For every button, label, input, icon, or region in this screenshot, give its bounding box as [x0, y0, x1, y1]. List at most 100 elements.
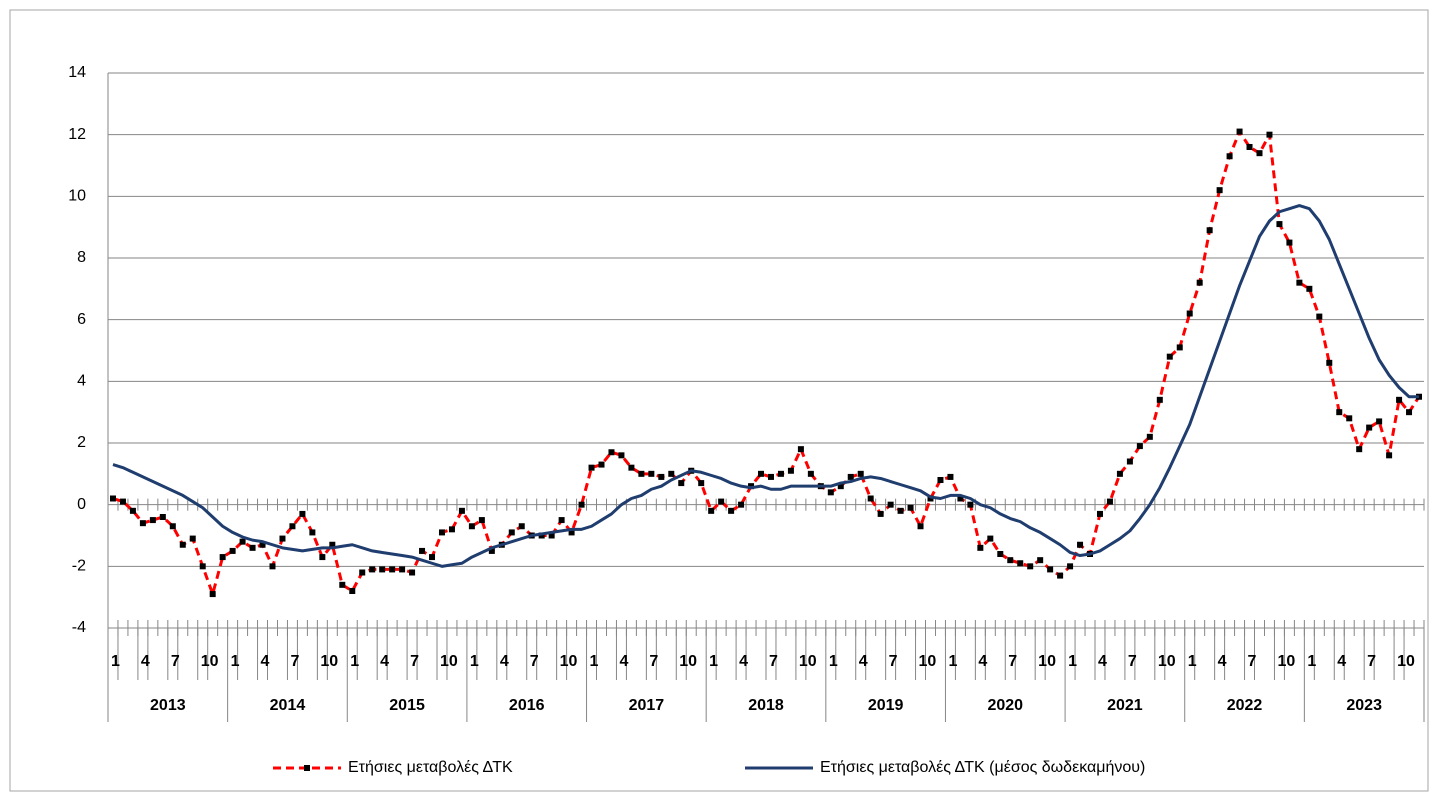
x-tick-label: 4 — [1098, 653, 1107, 670]
data-point — [209, 591, 216, 598]
data-point — [1156, 396, 1163, 403]
data-point — [797, 446, 804, 453]
data-point — [149, 517, 156, 524]
x-tick-label: 7 — [171, 653, 180, 670]
x-tick-label: 4 — [141, 653, 150, 670]
data-point — [1057, 572, 1064, 579]
x-tick-label: 10 — [320, 653, 338, 670]
data-point — [698, 480, 705, 487]
data-point — [1106, 498, 1113, 505]
data-point — [468, 523, 475, 530]
data-point — [897, 507, 904, 514]
data-point — [1037, 557, 1044, 564]
data-point — [199, 563, 206, 570]
data-point — [777, 470, 784, 477]
data-point — [1116, 470, 1123, 477]
data-point — [1027, 563, 1034, 570]
year-label: 2019 — [868, 697, 904, 714]
data-point — [458, 507, 465, 514]
data-point — [339, 581, 346, 588]
data-point — [1316, 313, 1323, 320]
x-tick-label: 7 — [410, 653, 419, 670]
data-point — [1196, 279, 1203, 286]
data-point — [548, 532, 555, 539]
data-point — [369, 566, 376, 573]
x-tick-label: 7 — [649, 653, 658, 670]
x-tick-label: 7 — [530, 653, 539, 670]
data-point — [1406, 409, 1413, 416]
x-tick-label: 1 — [590, 653, 599, 670]
y-tick-label: 12 — [68, 126, 86, 143]
x-tick-label: 4 — [380, 653, 389, 670]
x-tick-label: 7 — [1248, 653, 1257, 670]
data-point — [329, 541, 336, 548]
data-point — [588, 464, 595, 471]
data-point — [359, 569, 366, 576]
chart-border — [9, 9, 1429, 792]
data-point — [927, 495, 934, 502]
data-point — [947, 473, 954, 480]
x-tick-label: 4 — [1218, 653, 1227, 670]
data-point — [758, 470, 765, 477]
data-point — [409, 569, 416, 576]
x-tick-label: 4 — [500, 653, 509, 670]
data-point — [419, 547, 426, 554]
data-point — [807, 470, 814, 477]
y-tick-label: 2 — [77, 434, 86, 451]
data-point — [568, 529, 575, 536]
x-tick-label: 7 — [1367, 653, 1376, 670]
data-point — [399, 566, 406, 573]
year-label: 2022 — [1227, 697, 1263, 714]
year-label: 2015 — [389, 697, 425, 714]
x-tick-label: 7 — [290, 653, 299, 670]
data-point — [429, 554, 436, 561]
data-point — [957, 495, 964, 502]
x-tick-label: 1 — [111, 653, 120, 670]
y-tick-label: 4 — [77, 373, 86, 390]
y-tick-label: -4 — [72, 619, 86, 636]
x-tick-label: 10 — [1277, 653, 1295, 670]
data-point — [1386, 452, 1393, 459]
data-point — [1077, 541, 1084, 548]
data-point — [508, 529, 515, 536]
data-point — [1296, 279, 1303, 286]
data-point — [728, 507, 735, 514]
data-point — [1346, 415, 1353, 422]
data-point — [249, 544, 256, 551]
data-point — [987, 535, 994, 542]
data-point — [1126, 458, 1133, 465]
x-tick-label: 7 — [1008, 653, 1017, 670]
data-point — [259, 541, 266, 548]
data-point — [1176, 344, 1183, 351]
data-point — [608, 449, 615, 456]
data-point — [179, 541, 186, 548]
data-point — [1007, 557, 1014, 564]
data-point — [618, 452, 625, 459]
data-point — [448, 526, 455, 533]
data-point — [877, 510, 884, 517]
data-point — [787, 467, 794, 474]
data-point — [1356, 446, 1363, 453]
data-point — [438, 529, 445, 536]
x-tick-label: 1 — [1068, 653, 1077, 670]
year-label: 2023 — [1346, 697, 1382, 714]
data-point — [229, 547, 236, 554]
x-tick-label: 10 — [440, 653, 458, 670]
x-tick-label: 10 — [679, 653, 697, 670]
data-point — [857, 470, 864, 477]
x-tick-label: 1 — [709, 653, 718, 670]
data-point — [887, 501, 894, 508]
data-point — [119, 498, 126, 505]
x-tick-label: 4 — [261, 653, 270, 670]
data-point — [299, 510, 306, 517]
data-point — [1326, 359, 1333, 366]
data-point — [1286, 239, 1293, 246]
year-label: 2014 — [270, 697, 306, 714]
x-tick-label: 10 — [1038, 653, 1056, 670]
y-tick-label: 8 — [77, 249, 86, 266]
data-point — [518, 523, 525, 530]
data-point — [658, 473, 665, 480]
data-point — [1246, 144, 1253, 150]
data-point — [578, 501, 585, 508]
